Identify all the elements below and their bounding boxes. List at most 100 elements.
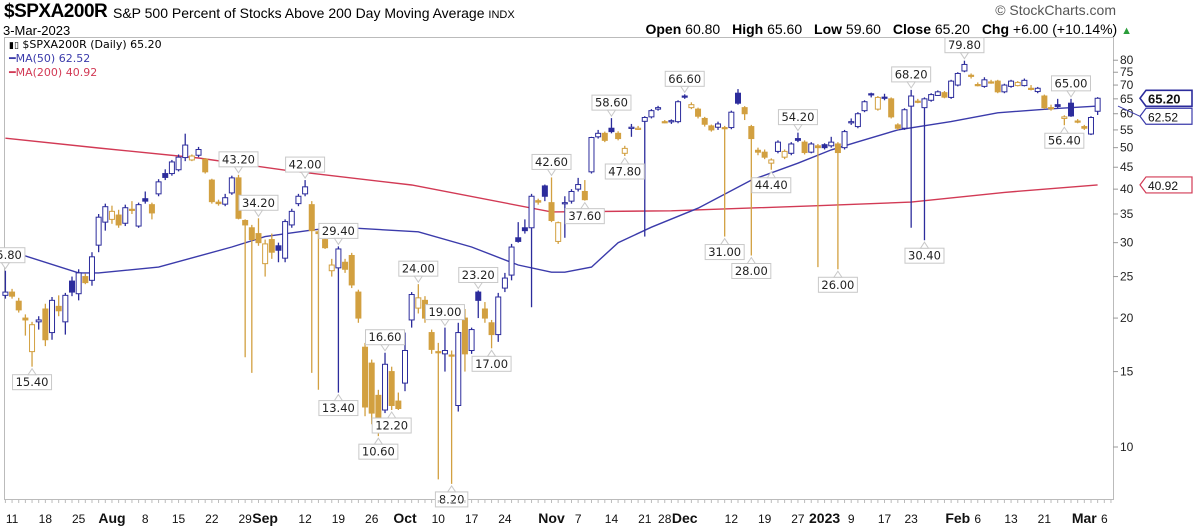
high-value: 65.60 (767, 21, 803, 37)
y-tick-label: 40 (1120, 182, 1134, 196)
candle-body (415, 297, 422, 309)
candle-body (761, 151, 768, 158)
candle-body (781, 150, 788, 158)
annotation-label: 65.00 (1055, 76, 1088, 90)
x-tick-label: 6 (974, 512, 981, 526)
value-tag-box (1139, 107, 1193, 125)
y-tick-label: 35 (1120, 207, 1134, 221)
y-tick-label: 70 (1120, 78, 1134, 92)
candle-body (1087, 116, 1094, 135)
value-tag-label: 40.92 (1148, 179, 1178, 193)
candle-body (248, 227, 255, 241)
up-triangle-icon: ▲ (1121, 25, 1132, 37)
x-tick-label: 17 (465, 512, 479, 526)
x-tick-label: 8 (142, 512, 149, 526)
low-label: Low (814, 21, 843, 37)
close-label: Close (892, 21, 931, 37)
candle-body (335, 248, 342, 269)
price-annotation: 23.20 (458, 266, 499, 290)
y-tick-label: 50 (1120, 141, 1134, 155)
annotation-label: 44.40 (755, 178, 788, 192)
candle-body (122, 207, 129, 224)
candle-body (1014, 81, 1021, 87)
price-annotation: 34.20 (238, 194, 279, 218)
candle-body (595, 132, 602, 138)
x-tick-label: 23 (904, 512, 918, 526)
annotation-pointer (746, 256, 757, 264)
y-tick-label: 30 (1120, 236, 1134, 250)
price-annotation: 28.00 (731, 256, 772, 279)
candle-body (362, 346, 369, 408)
candle-body (834, 143, 841, 154)
candle-body (888, 98, 895, 118)
price-annotation: 8.20 (434, 485, 469, 508)
candle-body (648, 110, 655, 118)
annotation-pointer (679, 85, 690, 94)
annotation-label: 56.40 (1048, 134, 1081, 148)
candle-body (295, 195, 302, 205)
candle-body (475, 291, 482, 301)
candle-body (608, 127, 615, 133)
annotation-pointer (413, 275, 424, 284)
candle-body (382, 363, 389, 411)
annotation-pointer (333, 393, 344, 402)
annotation-label: 16.60 (369, 330, 402, 344)
candle-body (721, 127, 728, 130)
candle-body (708, 125, 715, 131)
x-tick-label: Sep (252, 510, 278, 526)
legend-ma50: ━MA(50) 62.52 (9, 52, 90, 65)
last-value-tags: 65.20 62.52 40.92 (1117, 89, 1193, 194)
value-tag-box (1139, 89, 1193, 108)
price-annotation: 37.60 (564, 201, 605, 225)
value-tag-label: 65.20 (1148, 91, 1181, 106)
y-tick-label: 20 (1120, 311, 1134, 325)
price-annotation: 44.40 (751, 170, 792, 194)
candle-body (128, 208, 135, 211)
annotations: 25.80 15.40 43.20 34.20 42.00 29.40 13.40 16.60… (0, 37, 1091, 508)
annotation-pointer (606, 109, 617, 118)
candle-body (788, 143, 795, 154)
candle-body (328, 264, 335, 272)
x-tick-label: 29 (238, 512, 252, 526)
candle-body (1041, 95, 1048, 109)
candle-body (861, 101, 868, 112)
price-annotation: 31.00 (704, 237, 745, 261)
candle-body (1074, 120, 1081, 123)
candle-body (728, 111, 735, 129)
annotation-label: 34.20 (242, 196, 275, 210)
price-annotation: 24.00 (398, 260, 439, 284)
y-tick-label: 45 (1120, 160, 1134, 174)
candle-body (495, 296, 502, 336)
x-tick-label: 28 (658, 512, 672, 526)
symbol-title: $SPXA200R (4, 1, 108, 22)
x-tick-label: 17 (878, 512, 892, 526)
annotation-label: 8.20 (439, 492, 465, 506)
price-annotation: 54.20 (777, 109, 818, 132)
candle-body (108, 210, 115, 220)
candle-body (561, 202, 568, 205)
x-tick-label: Dec (672, 510, 698, 526)
candle-body (901, 109, 908, 129)
stockcharts-brand[interactable]: © StockCharts.com (995, 2, 1116, 18)
annotation-label: 66.60 (668, 72, 701, 86)
annotation-pointer (906, 81, 917, 89)
annotation-pointer (919, 241, 930, 249)
x-tick-label: 10 (432, 512, 446, 526)
plot-frame (4, 37, 1114, 500)
candle-body (448, 354, 455, 357)
annotation-label: 24.00 (402, 262, 435, 276)
candle-body (968, 74, 975, 77)
candle-body (768, 159, 775, 164)
candle-body (635, 127, 642, 130)
annotation-pointer (579, 201, 590, 210)
x-tick-label: 25 (72, 512, 86, 526)
price-annotation: 16.60 (365, 329, 406, 352)
price-annotation: 42.00 (285, 156, 326, 179)
annotation-pointer (793, 124, 803, 132)
annotation-label: 12.20 (375, 419, 408, 433)
candle-body (661, 121, 668, 124)
candle-body (974, 84, 981, 87)
y-tick-label: 15 (1120, 365, 1134, 379)
candle-body (308, 204, 315, 232)
